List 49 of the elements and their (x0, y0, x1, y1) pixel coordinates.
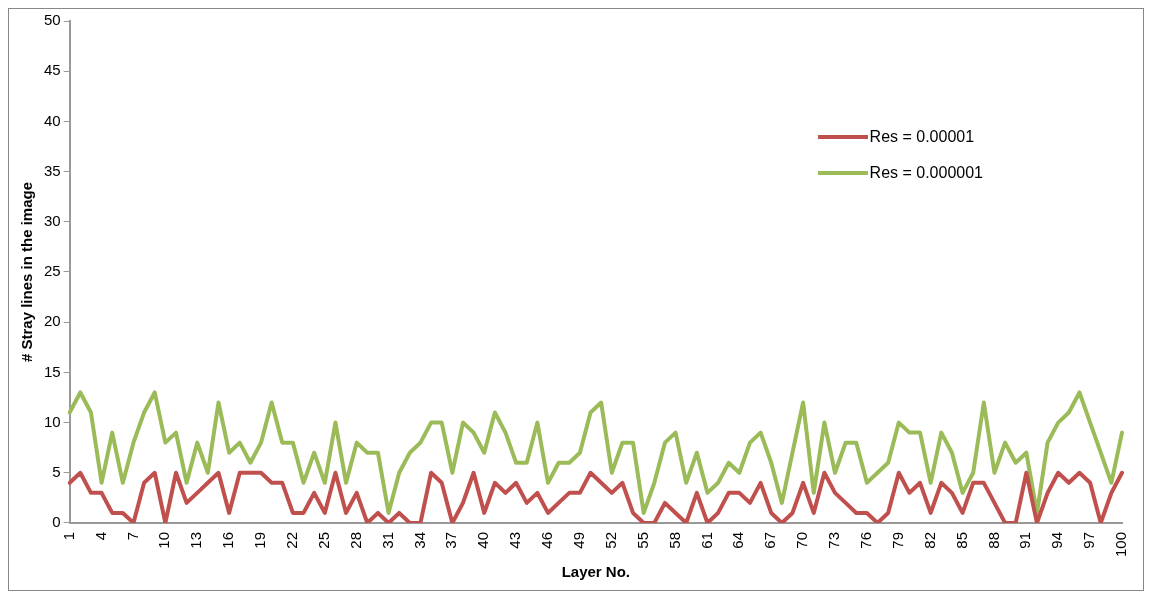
y-tick-label: 20 (44, 312, 61, 330)
y-axis-title: # Stray lines in the image (18, 181, 36, 363)
y-tick-label: 35 (44, 161, 61, 179)
x-tick-label: 76 (857, 531, 875, 549)
y-tick-label: 0 (52, 513, 61, 531)
y-tick-label: 15 (44, 362, 61, 380)
legend-label: Res = 0.00001 (869, 128, 975, 146)
x-tick-label: 46 (538, 531, 556, 549)
x-tick-label: 25 (314, 531, 332, 549)
x-tick-label: 31 (378, 531, 396, 549)
x-tick-label: 91 (1016, 531, 1034, 549)
x-tick-label: 34 (410, 531, 428, 549)
x-tick-label: 19 (251, 531, 269, 549)
legend-label: Res = 0.000001 (869, 164, 983, 182)
x-tick-label: 22 (283, 531, 301, 549)
x-tick-label: 58 (665, 531, 683, 549)
y-tick-label: 50 (44, 11, 61, 29)
x-tick-label: 64 (729, 531, 747, 549)
x-tick-label: 82 (920, 531, 938, 549)
x-tick-label: 43 (506, 531, 524, 549)
x-tick-label: 70 (793, 531, 811, 549)
x-tick-label: 100 (1112, 531, 1130, 557)
x-tick-label: 1 (59, 531, 77, 541)
x-tick-label: 97 (1080, 531, 1098, 549)
x-tick-label: 13 (187, 531, 205, 549)
x-tick-label: 10 (155, 531, 173, 549)
x-tick-label: 61 (697, 531, 715, 549)
y-tick-label: 25 (44, 262, 61, 280)
x-tick-label: 4 (91, 531, 109, 541)
x-tick-label: 73 (825, 531, 843, 549)
y-tick-label: 45 (44, 61, 61, 79)
y-tick-label: 10 (44, 412, 61, 430)
y-tick-label: 30 (44, 211, 61, 229)
x-tick-label: 55 (633, 531, 651, 549)
x-tick-label: 94 (1048, 531, 1066, 549)
x-tick-label: 85 (952, 531, 970, 549)
x-tick-label: 28 (346, 531, 364, 549)
x-axis-title: Layer No. (561, 563, 631, 581)
x-tick-label: 49 (570, 531, 588, 549)
x-tick-label: 67 (761, 531, 779, 549)
x-tick-label: 88 (984, 531, 1002, 549)
y-tick-label: 40 (44, 111, 61, 129)
x-tick-label: 52 (601, 531, 619, 549)
y-tick-label: 5 (52, 462, 61, 480)
x-tick-label: 79 (888, 531, 906, 549)
x-tick-label: 37 (442, 531, 460, 549)
x-tick-label: 16 (219, 531, 237, 549)
x-tick-label: 40 (474, 531, 492, 549)
x-tick-label: 7 (123, 531, 141, 541)
